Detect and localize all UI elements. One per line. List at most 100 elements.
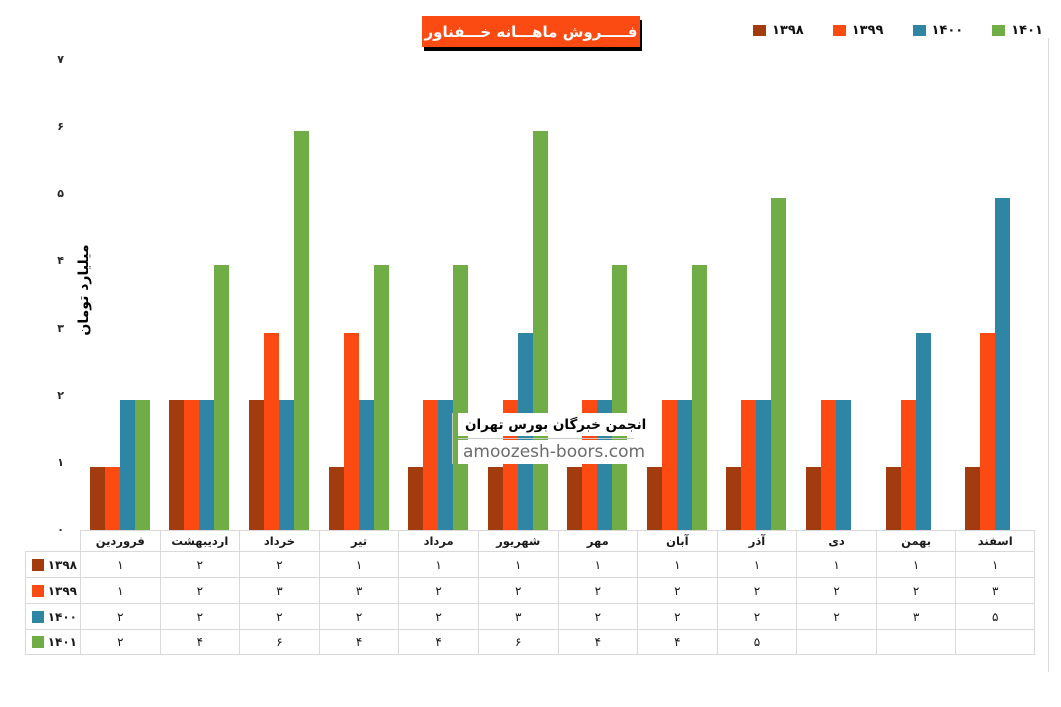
bar-۱۴۰۱: [214, 265, 230, 530]
table-value-cell: ۱: [796, 551, 876, 577]
watermark-divider: [458, 438, 634, 439]
y-tick-label: ۳: [57, 321, 64, 335]
month-header-cell: اسفند: [955, 530, 1035, 551]
bar-۱۴۰۰: [676, 399, 692, 530]
table-value-cell: ۲: [716, 577, 797, 603]
bar-group-3: [239, 131, 319, 530]
chart-title: فـــــروش ماهـــانه خـــفناور: [422, 16, 640, 47]
legend-swatch-icon: [912, 25, 926, 36]
series-row-label: ۱۴۰۱: [47, 635, 77, 649]
bar-۱۳۹۸: [885, 466, 901, 530]
table-value-cell: ۳: [477, 603, 558, 629]
bar-۱۳۹۹: [821, 399, 837, 530]
bar-۱۳۹۸: [567, 466, 583, 530]
bar-۱۳۹۸: [726, 466, 742, 530]
bar-۱۴۰۰: [199, 399, 215, 530]
bar-group-6: [478, 131, 558, 530]
table-value-cell: ۴: [557, 629, 638, 655]
table-value-cell: ۲: [159, 551, 240, 577]
series-swatch-icon: [31, 610, 44, 623]
bar-۱۳۹۹: [423, 399, 439, 530]
series-row-header: ۱۳۹۹: [25, 577, 80, 603]
table-value-cell: ۳: [318, 577, 399, 603]
table-value-cell: ۱: [955, 551, 1035, 577]
table-value-cell: ۳: [239, 577, 319, 603]
table-value-cell: ۱: [637, 551, 717, 577]
bar-group-2: [160, 265, 240, 530]
table-value-cell: [796, 629, 876, 655]
y-tick-label: ۲: [57, 388, 64, 402]
bar-۱۴۰۰: [119, 399, 135, 530]
month-header-cell: تیر: [318, 530, 399, 551]
table-value-cell: ۲: [637, 603, 717, 629]
series-row-label: ۱۴۰۰: [47, 609, 77, 624]
bar-۱۳۹۹: [900, 399, 916, 530]
bar-group-11: [876, 332, 956, 530]
bar-group-8: [637, 265, 717, 530]
bar-۱۴۰۰: [836, 399, 852, 530]
legend-label: ۱۳۹۹: [851, 23, 884, 38]
bar-۱۳۹۸: [248, 399, 264, 530]
bar-group-9: [717, 198, 797, 530]
table-corner-cell: [25, 530, 80, 551]
bar-۱۳۹۸: [487, 466, 503, 530]
bar-۱۴۰۰: [278, 399, 294, 530]
month-header-cell: آبان: [637, 530, 717, 551]
table-value-cell: ۱: [875, 551, 956, 577]
table-value-cell: ۵: [716, 629, 797, 655]
series-row-header: ۱۴۰۰: [25, 603, 80, 629]
bar-۱۳۹۸: [89, 466, 105, 530]
month-header-cell: دی: [796, 530, 876, 551]
bar-۱۳۹۸: [328, 466, 344, 530]
bar-group-12: [955, 198, 1035, 530]
bar-group-7: [558, 265, 638, 530]
table-value-cell: ۲: [477, 577, 558, 603]
series-swatch-icon: [31, 558, 44, 571]
legend-item-۱۴۰۱: ۱۴۰۱: [992, 23, 1043, 38]
table-value-cell: ۱: [716, 551, 797, 577]
month-header-cell: آذر: [716, 530, 797, 551]
legend-item-۱۳۹۹: ۱۳۹۹: [832, 23, 884, 38]
bar-۱۴۰۰: [915, 332, 931, 530]
legend-item-۱۴۰۰: ۱۴۰۰: [912, 23, 964, 38]
bar-۱۴۰۱: [453, 265, 469, 530]
bar-group-4: [319, 265, 399, 530]
table-value-cell: ۲: [239, 551, 319, 577]
table-value-cell: ۲: [159, 577, 240, 603]
legend-swatch-icon: [753, 25, 766, 36]
y-tick-label: ۴: [57, 254, 64, 268]
table-value-cell: ۱: [398, 551, 478, 577]
y-tick-label: ۱: [57, 455, 64, 469]
bar-۱۳۹۹: [343, 332, 359, 530]
table-value-cell: ۲: [637, 577, 717, 603]
legend-item-۱۳۹۸: ۱۳۹۸: [753, 23, 804, 38]
table-value-cell: ۲: [557, 577, 638, 603]
bar-۱۳۹۸: [408, 466, 424, 530]
bar-group-5: [398, 265, 478, 530]
legend-label: ۱۴۰۰: [931, 23, 964, 38]
bar-۱۴۰۱: [293, 131, 309, 530]
table-value-cell: ۲: [557, 603, 638, 629]
month-header-cell: فروردین: [80, 530, 160, 551]
table-value-cell: ۶: [239, 629, 319, 655]
table-value-cell: ۲: [318, 603, 399, 629]
bar-۱۴۰۰: [438, 399, 454, 530]
y-tick-label: ۷: [57, 53, 64, 66]
bar-۱۴۰۱: [612, 265, 628, 530]
table-value-cell: ۲: [239, 603, 319, 629]
chart-right-border: [1048, 38, 1049, 672]
bar-۱۳۹۹: [184, 399, 200, 530]
bar-۱۳۹۸: [965, 466, 981, 530]
bar-۱۴۰۰: [756, 399, 772, 530]
series-row-header: ۱۴۰۱: [25, 629, 80, 655]
bar-۱۴۰۱: [771, 198, 787, 530]
bar-۱۴۰۱: [532, 131, 548, 530]
watermark: انجمن خبرگان بورس تهران amoozesh-boors.c…: [452, 413, 654, 464]
bar-۱۴۰۰: [995, 198, 1011, 530]
table-value-cell: ۱: [557, 551, 638, 577]
watermark-url: amoozesh-boors.com: [458, 440, 651, 464]
bar-۱۴۰۱: [373, 265, 389, 530]
table-value-cell: ۲: [398, 577, 478, 603]
bar-۱۳۹۹: [263, 332, 279, 530]
legend-label: ۱۴۰۱: [1011, 23, 1043, 38]
